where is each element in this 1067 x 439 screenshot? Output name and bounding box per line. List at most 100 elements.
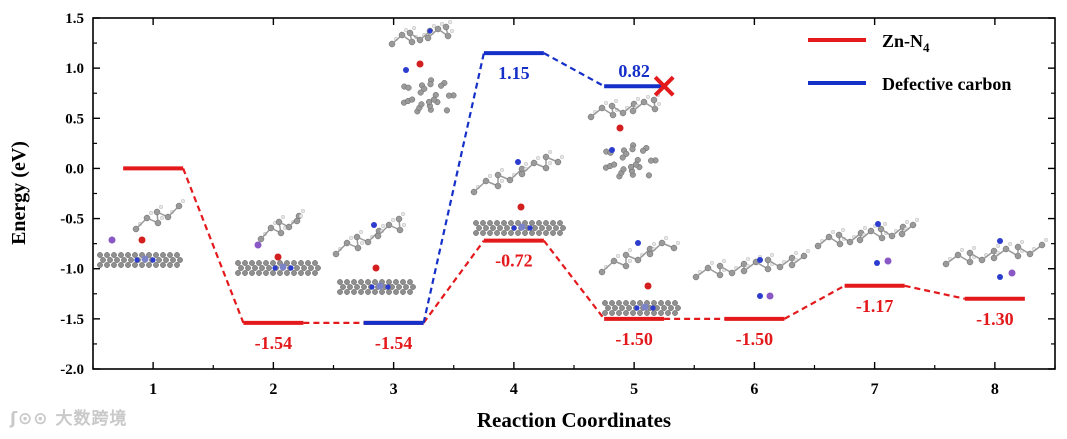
atom: [616, 124, 624, 132]
atom: [365, 279, 371, 285]
atom: [393, 289, 399, 295]
atom: [138, 236, 146, 244]
atom: [553, 225, 559, 231]
atom: [647, 157, 655, 164]
legend: Zn-N4 Defective carbon: [808, 31, 1011, 94]
h-atom: [450, 29, 455, 34]
atom: [628, 163, 635, 171]
y-tick-label: 1.5: [65, 11, 84, 27]
atom: [125, 262, 131, 268]
atom: [557, 230, 563, 236]
atom: [629, 146, 636, 153]
atom: [259, 265, 265, 271]
atom: [407, 279, 413, 285]
data-label-zn-n4: -0.72: [495, 251, 533, 271]
h-atom: [401, 211, 406, 216]
graphene-slab: [602, 300, 681, 316]
atom: [298, 270, 304, 276]
atom: [277, 270, 283, 276]
atom: [430, 96, 437, 103]
data-label-defective-carbon: 1.15: [498, 63, 530, 83]
atom: [665, 310, 671, 316]
h-atom: [664, 235, 669, 240]
atom: [156, 257, 162, 263]
atom: [554, 158, 562, 166]
connector-zn-n4: [543, 239, 605, 320]
atom: [658, 300, 664, 306]
x-tick-label: 5: [630, 381, 638, 398]
atom: [405, 84, 412, 91]
atom: [609, 147, 615, 153]
atom: [256, 270, 262, 276]
h-atom: [676, 240, 681, 245]
atom: [529, 230, 535, 236]
h-atom: [915, 217, 920, 222]
x-tick-label: 3: [390, 381, 398, 398]
atom: [371, 222, 377, 228]
atom: [1038, 241, 1046, 249]
atom: [146, 252, 152, 258]
atom: [293, 217, 301, 225]
data-label-zn-n4: -1.50: [736, 329, 774, 349]
h-atom: [301, 208, 306, 213]
x-tick-label: 6: [750, 381, 758, 398]
atom: [125, 252, 131, 258]
h-atom: [148, 210, 153, 215]
atom: [501, 230, 507, 236]
h-atom: [722, 259, 727, 264]
atom: [167, 252, 173, 258]
connector-zn-n4: [422, 239, 485, 324]
atom: [393, 279, 399, 285]
atom: [602, 300, 608, 306]
atom: [874, 260, 880, 266]
atom: [108, 236, 116, 244]
atom: [623, 310, 629, 316]
atom: [473, 220, 479, 226]
atom: [427, 28, 433, 34]
atom: [114, 257, 120, 263]
atom: [270, 260, 276, 266]
atom: [396, 284, 402, 290]
graphene-slab: [473, 220, 566, 236]
h-atom: [440, 22, 445, 27]
molecule-fragment: [692, 248, 811, 281]
aromatic-cluster: [602, 142, 659, 180]
h-atom: [349, 235, 354, 240]
atom: [417, 89, 424, 96]
atom: [620, 166, 627, 173]
molecule-fragment: [132, 198, 185, 233]
atom: [644, 282, 652, 290]
atom: [344, 279, 350, 285]
atom: [235, 260, 241, 266]
atom: [97, 252, 103, 258]
atom: [170, 257, 176, 263]
atom: [407, 289, 413, 295]
atom: [619, 154, 626, 161]
atom: [294, 265, 300, 271]
zn-atom: [376, 282, 384, 290]
molecule-fragment: [942, 237, 1048, 268]
atom: [508, 220, 514, 226]
atom: [546, 225, 552, 231]
atom: [522, 230, 528, 236]
atom: [665, 300, 671, 306]
n-atom: [369, 284, 375, 290]
atom: [529, 220, 535, 226]
h-atom: [536, 155, 541, 160]
atom: [344, 289, 350, 295]
atom: [104, 252, 110, 258]
atom: [242, 270, 248, 276]
atom: [494, 220, 500, 226]
h-atom: [180, 198, 185, 203]
atom: [560, 225, 566, 231]
h-atom: [548, 149, 553, 154]
h-atom: [628, 247, 633, 252]
atom: [550, 220, 556, 226]
atom: [536, 230, 542, 236]
atom: [174, 262, 180, 268]
h-atom: [391, 217, 396, 222]
h-atom: [1008, 241, 1013, 246]
data-label-zn-n4: -1.17: [856, 296, 894, 316]
x-tick-label: 8: [991, 381, 999, 398]
data-label-zn-n4: -1.50: [615, 329, 653, 349]
